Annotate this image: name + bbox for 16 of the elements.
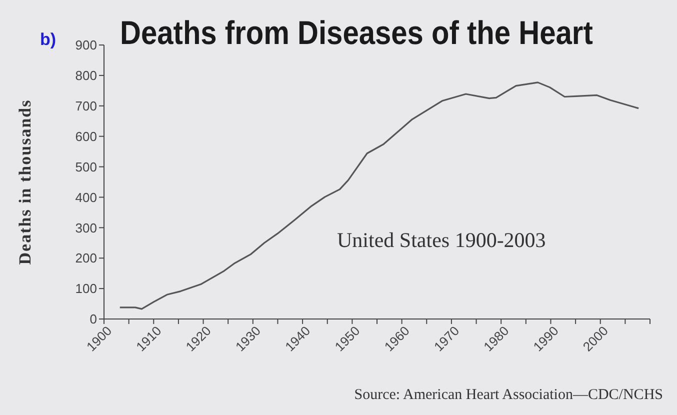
y-tick-label: 0 <box>90 312 97 327</box>
y-tick-label: 200 <box>75 250 97 266</box>
y-tick-label: 800 <box>75 68 97 84</box>
text: b) <box>40 30 56 50</box>
chart-title: Deaths from Diseases of the Heart <box>120 14 593 52</box>
y-tick-label: 600 <box>75 128 97 144</box>
line-series <box>119 82 640 310</box>
y-tick-label: 300 <box>75 220 97 236</box>
source-note: Source: American Heart Association—CDC/NCHS <box>354 387 663 404</box>
y-tick-label: 900 <box>75 38 97 53</box>
y-tick-label: 500 <box>75 159 97 174</box>
y-axis-title: Deaths in thousands <box>16 99 36 265</box>
y-tick-label: 700 <box>75 98 97 114</box>
y-tick-label: 400 <box>75 190 97 205</box>
annotation: United States 1900-2003 <box>337 228 546 253</box>
y-tick-label: 100 <box>75 281 97 296</box>
